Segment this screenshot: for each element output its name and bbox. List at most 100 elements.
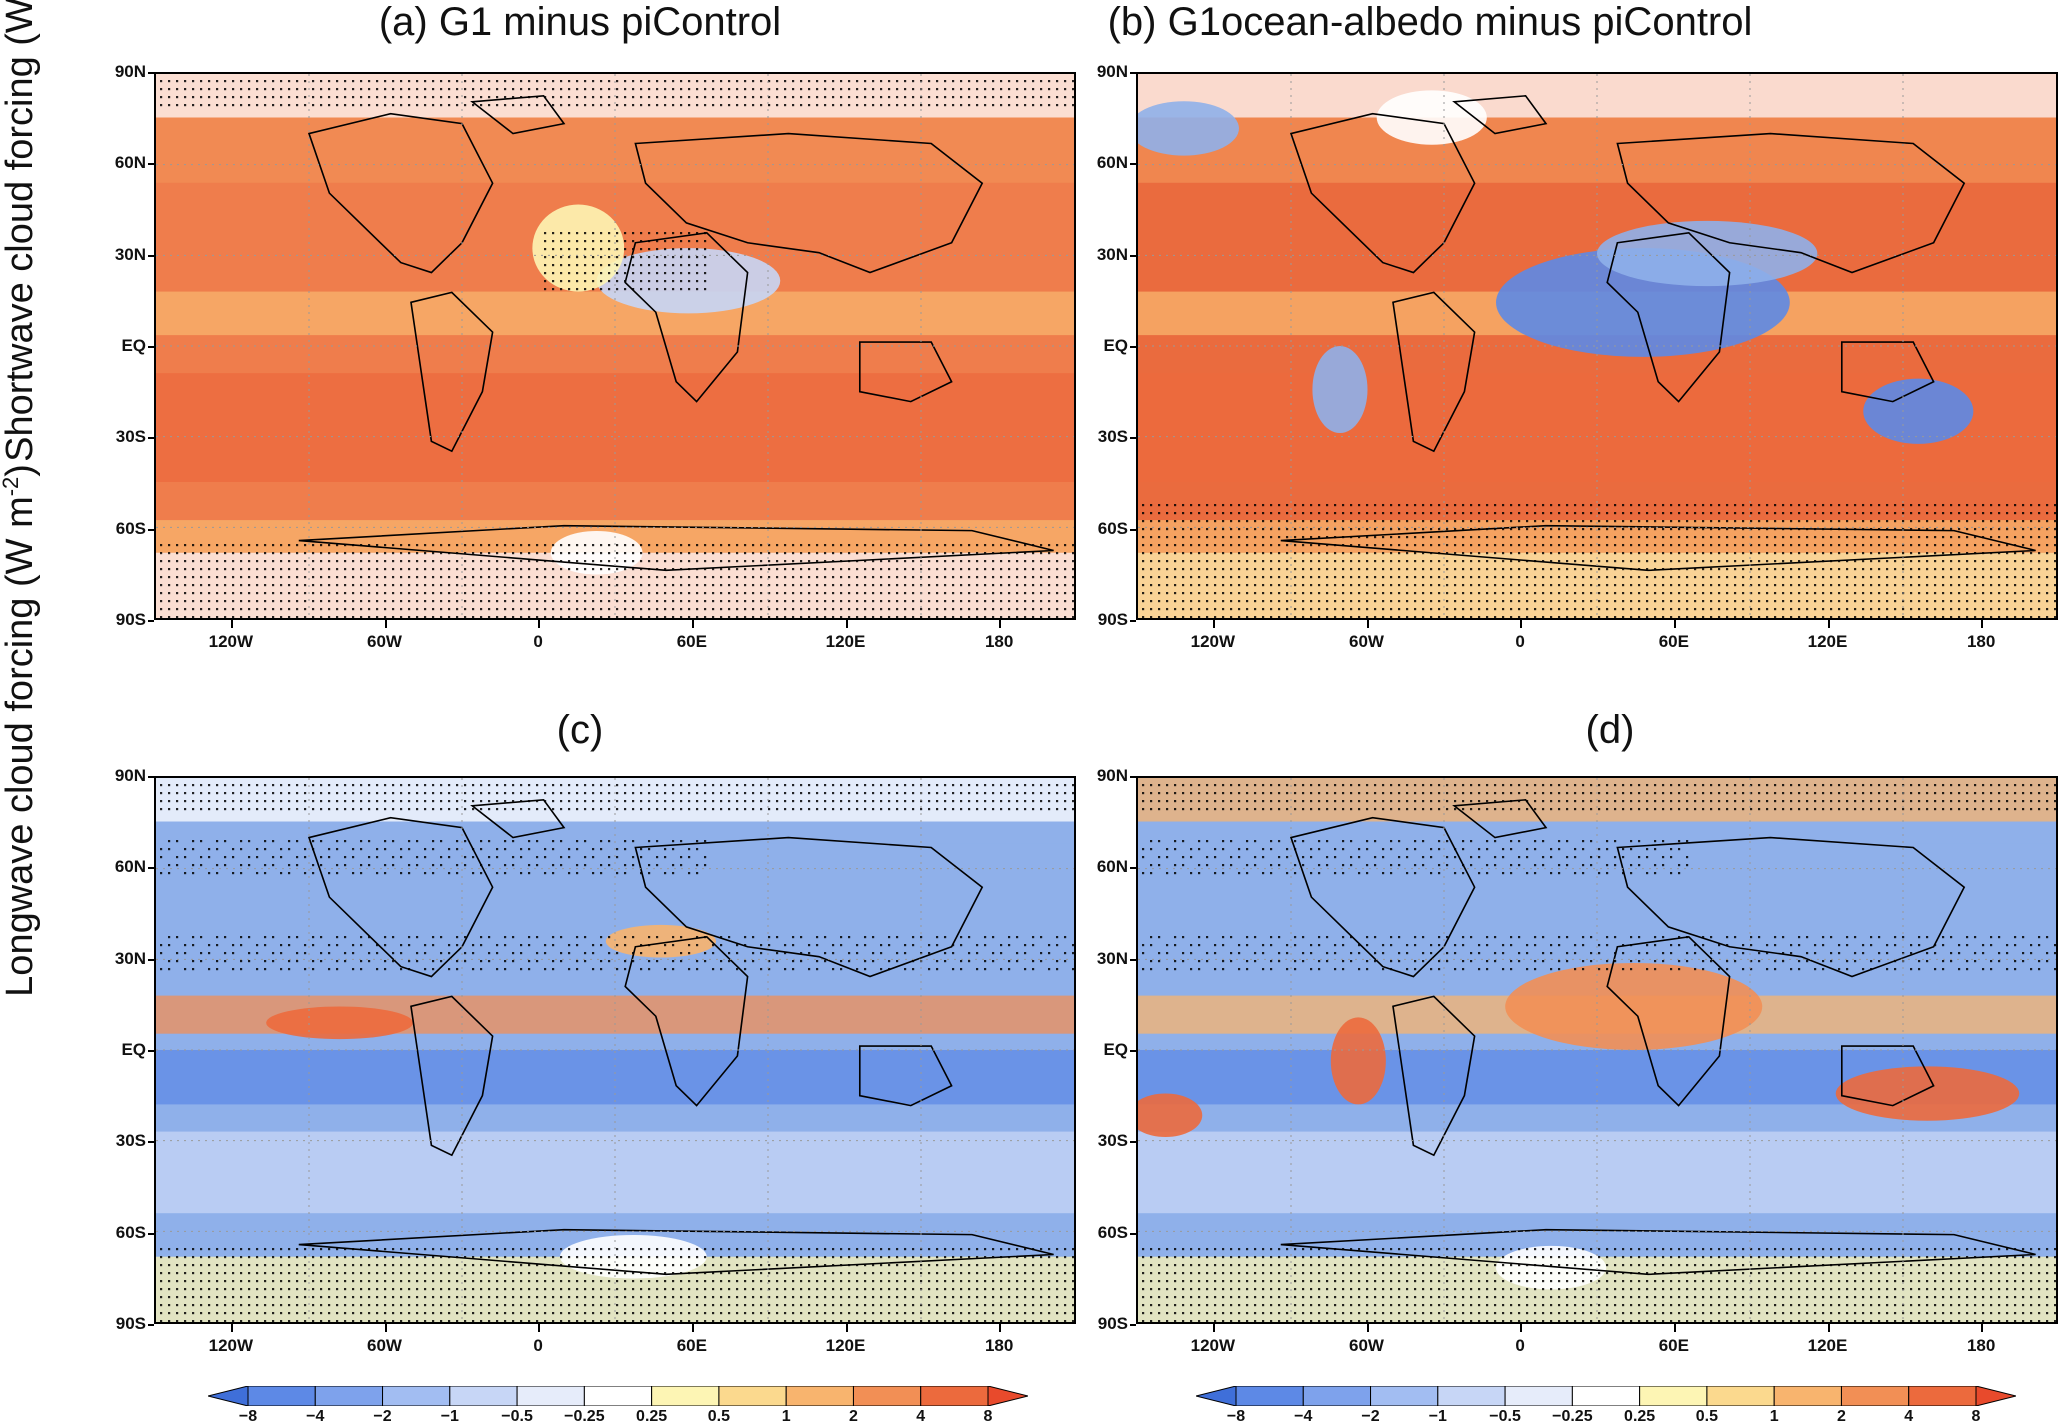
map-region-3 bbox=[1377, 90, 1487, 144]
colorbar-segment bbox=[1841, 1386, 1908, 1406]
colorbar-level-label: −4 bbox=[1273, 1408, 1333, 1426]
lon-tick-mark bbox=[538, 620, 540, 628]
lat-tick-label: 60S bbox=[1068, 1223, 1128, 1243]
lat-tick-mark bbox=[148, 255, 154, 257]
map-panel-a bbox=[154, 72, 1076, 620]
lon-tick-label: 0 bbox=[498, 632, 578, 652]
colorbar-end-left bbox=[208, 1386, 248, 1406]
colorbar-level-label: −0.25 bbox=[1542, 1408, 1602, 1426]
colorbar-segment bbox=[652, 1386, 719, 1406]
lat-tick-label: EQ bbox=[86, 336, 146, 356]
lon-tick-label: 180 bbox=[1941, 1336, 2021, 1356]
lat-tick-label: 30S bbox=[1068, 1131, 1128, 1151]
lon-tick-label: 120E bbox=[1788, 632, 1868, 652]
colorbar-segment bbox=[1909, 1386, 1976, 1406]
lat-tick-mark bbox=[148, 437, 154, 439]
colorbar-level-label: 0.25 bbox=[622, 1408, 682, 1426]
lon-tick-mark bbox=[1674, 620, 1676, 628]
colorbar-segment bbox=[853, 1386, 920, 1406]
colorbar-level-label: 1 bbox=[1744, 1408, 1804, 1426]
colorbar-level-label: −4 bbox=[285, 1408, 345, 1426]
lon-tick-label: 120E bbox=[1788, 1336, 1868, 1356]
map-region-0 bbox=[1505, 963, 1762, 1050]
colorbar-svg bbox=[1196, 1386, 2016, 1406]
lon-tick-mark bbox=[231, 620, 233, 628]
lat-tick-label: EQ bbox=[1068, 336, 1128, 356]
lon-tick-label: 0 bbox=[1480, 1336, 1560, 1356]
colorbar-level-label: −8 bbox=[1206, 1408, 1266, 1426]
lat-tick-label: 60N bbox=[86, 857, 146, 877]
lat-tick-mark bbox=[1130, 620, 1136, 622]
map-region-4 bbox=[1496, 1246, 1606, 1290]
lon-tick-label: 120E bbox=[806, 1336, 886, 1356]
colorbar-level-label: −0.5 bbox=[1475, 1408, 1535, 1426]
lat-tick-mark bbox=[1130, 1324, 1136, 1326]
colorbar-segment bbox=[786, 1386, 853, 1406]
stipple-dots bbox=[1142, 504, 2056, 618]
lat-tick-mark bbox=[148, 620, 154, 622]
colorbar-end-right bbox=[1976, 1386, 2016, 1406]
lat-tick-label: 90N bbox=[1068, 766, 1128, 786]
lat-tick-mark bbox=[1130, 529, 1136, 531]
lon-tick-label: 120W bbox=[1173, 632, 1253, 652]
lat-tick-mark bbox=[148, 1141, 154, 1143]
lon-tick-mark bbox=[1981, 620, 1983, 628]
lat-tick-mark bbox=[1130, 72, 1136, 74]
colorbar-segment bbox=[248, 1386, 315, 1406]
lat-tick-label: 90N bbox=[86, 62, 146, 82]
lon-tick-mark bbox=[1213, 1324, 1215, 1332]
lat-tick-label: 90S bbox=[1068, 1314, 1128, 1334]
colorbar-level-label: −0.25 bbox=[554, 1408, 614, 1426]
map-panel-b bbox=[1136, 72, 2058, 620]
lon-tick-mark bbox=[999, 620, 1001, 628]
panel-b-title: (b) G1ocean-albedo minus piControl bbox=[1000, 0, 1860, 45]
lon-tick-label: 60W bbox=[1327, 632, 1407, 652]
lat-tick-mark bbox=[1130, 1141, 1136, 1143]
lon-tick-mark bbox=[999, 1324, 1001, 1332]
colorbar-left bbox=[208, 1386, 1028, 1406]
lat-tick-label: 60S bbox=[86, 519, 146, 539]
lon-tick-mark bbox=[385, 620, 387, 628]
colorbar-segment bbox=[1572, 1386, 1639, 1406]
colorbar-segment bbox=[1303, 1386, 1370, 1406]
lat-tick-label: 30S bbox=[86, 427, 146, 447]
lat-tick-mark bbox=[148, 346, 154, 348]
colorbar-segment bbox=[1707, 1386, 1774, 1406]
lat-tick-mark bbox=[148, 529, 154, 531]
lon-tick-label: 60E bbox=[1634, 1336, 1714, 1356]
lon-tick-mark bbox=[1367, 620, 1369, 628]
lat-tick-mark bbox=[1130, 346, 1136, 348]
colorbar-level-label: 8 bbox=[1946, 1408, 2006, 1426]
lat-tick-label: 60S bbox=[1068, 519, 1128, 539]
lat-tick-label: 90S bbox=[86, 610, 146, 630]
row-label-longwave-sup: -2 bbox=[0, 477, 23, 497]
colorbar-segment bbox=[1371, 1386, 1438, 1406]
lat-tick-mark bbox=[1130, 867, 1136, 869]
colorbar-level-label: 2 bbox=[1811, 1408, 1871, 1426]
colorbar-svg bbox=[208, 1386, 1028, 1406]
lat-tick-label: 30S bbox=[1068, 427, 1128, 447]
lat-tick-label: 90N bbox=[1068, 62, 1128, 82]
lat-tick-mark bbox=[148, 867, 154, 869]
row-label-shortwave-text: Shortwave cloud forcing (W m bbox=[0, 0, 41, 462]
lat-tick-mark bbox=[148, 1233, 154, 1235]
colorbar-level-label: −2 bbox=[1341, 1408, 1401, 1426]
lon-tick-mark bbox=[538, 1324, 540, 1332]
lon-tick-mark bbox=[692, 1324, 694, 1332]
colorbar-end-left bbox=[1196, 1386, 1236, 1406]
lon-tick-mark bbox=[1213, 620, 1215, 628]
colorbar-level-label: 1 bbox=[756, 1408, 816, 1426]
lon-tick-label: 180 bbox=[959, 1336, 1039, 1356]
lat-tick-label: 90S bbox=[86, 1314, 146, 1334]
map-region-1 bbox=[1331, 1017, 1386, 1104]
row-label-shortwave: Shortwave cloud forcing (W m-2) bbox=[0, 22, 42, 462]
lon-tick-mark bbox=[385, 1324, 387, 1332]
lat-tick-label: 30N bbox=[86, 949, 146, 969]
map-svg-d bbox=[1138, 778, 2056, 1322]
lon-tick-label: 180 bbox=[1941, 632, 2021, 652]
lat-tick-mark bbox=[1130, 776, 1136, 778]
map-svg-a bbox=[156, 74, 1074, 618]
row-label-longwave-end: ) bbox=[0, 464, 41, 477]
colorbar-level-label: 4 bbox=[891, 1408, 951, 1426]
lon-tick-mark bbox=[231, 1324, 233, 1332]
